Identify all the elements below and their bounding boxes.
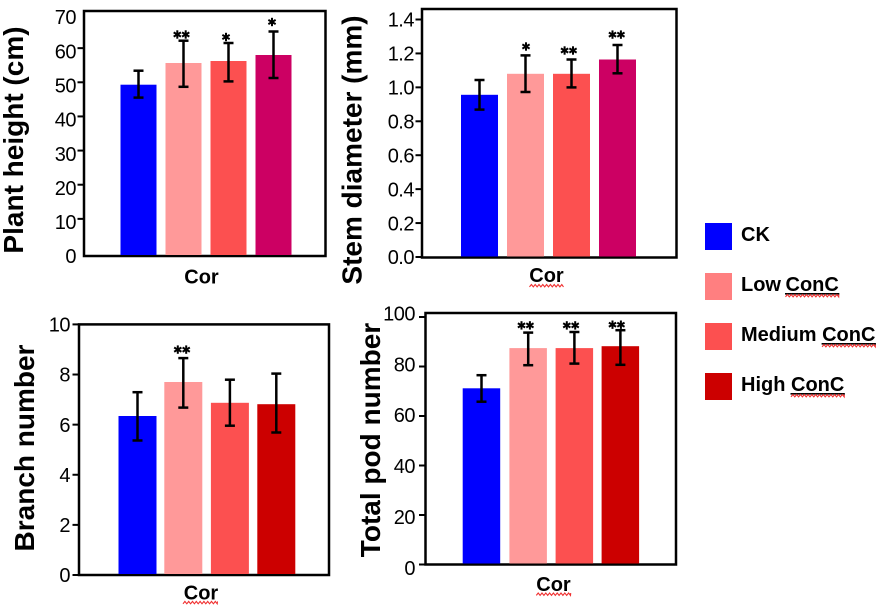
- svg-text:CK: CK: [741, 224, 770, 246]
- svg-text:ConC: ConC: [822, 324, 875, 346]
- svg-text:0.0: 0.0: [388, 247, 415, 269]
- svg-text:10: 10: [49, 315, 71, 337]
- svg-text:60: 60: [55, 41, 77, 63]
- svg-text:0.6: 0.6: [388, 145, 415, 167]
- svg-text:2: 2: [59, 515, 70, 537]
- svg-text:Stem diameter (mm): Stem diameter (mm): [337, 15, 368, 284]
- svg-text:0: 0: [59, 565, 70, 587]
- svg-text:20: 20: [55, 178, 77, 200]
- svg-text:Cor: Cor: [529, 265, 564, 287]
- svg-text:10: 10: [55, 212, 77, 234]
- svg-text:8: 8: [59, 365, 70, 387]
- svg-text:High: High: [741, 374, 791, 396]
- svg-text:1.0: 1.0: [388, 78, 415, 100]
- svg-text:0.4: 0.4: [388, 179, 415, 201]
- svg-text:40: 40: [55, 110, 77, 132]
- svg-text:Cor: Cor: [536, 574, 571, 596]
- svg-text:0.2: 0.2: [388, 213, 415, 235]
- svg-text:Plant height (cm): Plant height (cm): [0, 26, 29, 253]
- svg-text:0.8: 0.8: [388, 111, 415, 133]
- svg-text:100: 100: [383, 304, 415, 326]
- svg-text:60: 60: [394, 405, 416, 427]
- svg-text:20: 20: [394, 507, 416, 529]
- svg-text:1.4: 1.4: [388, 10, 415, 32]
- svg-text:ConC: ConC: [786, 274, 839, 296]
- svg-text:6: 6: [59, 415, 70, 437]
- svg-text:Medium: Medium: [741, 324, 822, 346]
- svg-text:70: 70: [55, 7, 77, 29]
- svg-text:Branch number: Branch number: [9, 344, 40, 551]
- svg-text:Cor: Cor: [184, 583, 219, 605]
- svg-text:80: 80: [394, 354, 416, 376]
- svg-text:ConC: ConC: [791, 374, 844, 396]
- svg-text:40: 40: [394, 456, 416, 478]
- svg-text:30: 30: [55, 144, 77, 166]
- svg-text:Cor: Cor: [184, 267, 219, 289]
- svg-text:50: 50: [55, 75, 77, 97]
- svg-text:0: 0: [404, 558, 415, 580]
- svg-text:Total pod number: Total pod number: [355, 323, 386, 557]
- svg-text:0: 0: [65, 246, 76, 268]
- svg-text:Low: Low: [741, 274, 787, 296]
- svg-text:4: 4: [59, 465, 70, 487]
- svg-text:1.2: 1.2: [388, 44, 415, 66]
